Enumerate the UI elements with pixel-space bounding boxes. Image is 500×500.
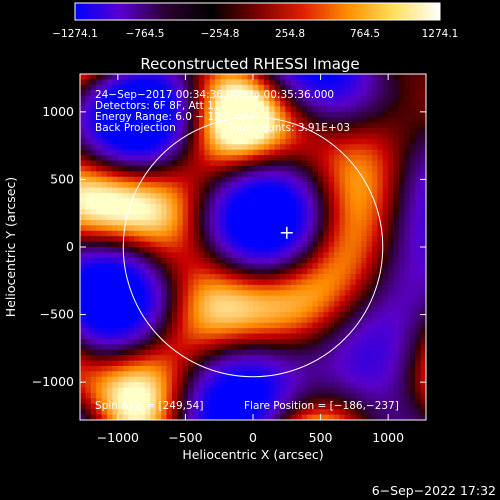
x-tick-label: 1000 — [372, 430, 404, 445]
annotation-method: Back Projection — [95, 122, 176, 134]
x-tick-label: 0 — [249, 430, 257, 445]
colorbar-gradient — [74, 2, 441, 21]
annotation-spin-axis: Spin Axis = [249,54] — [95, 400, 203, 412]
y-tick-label: 0 — [66, 239, 74, 254]
annotation-energy-range: Energy Range: 6.0 − 12.0 keV — [95, 111, 254, 123]
flare-position-marker — [280, 226, 293, 239]
x-tick-label: −500 — [168, 430, 202, 445]
colorbar-tick-label: −764.5 — [126, 28, 165, 40]
x-axis-label: Heliocentric X (arcsec) — [182, 447, 323, 462]
colorbar-tick-label: −1274.1 — [52, 28, 98, 40]
chart-title: Reconstructed RHESSI Image — [140, 55, 359, 73]
annotation-time-range: 24−Sep−2017 00:34:36.000 to 00:35:36.000 — [95, 89, 334, 101]
colorbar: −1274.1 −764.5 −254.8 254.8 764.5 1274.1 — [52, 2, 459, 40]
annotation-flare-position: Flare Position = [−186,−237] — [244, 400, 399, 412]
y-tick-label: 500 — [50, 171, 74, 186]
x-tick-label: 500 — [309, 430, 333, 445]
annotation-block: 24−Sep−2017 00:34:36.000 to 00:35:36.000… — [95, 89, 399, 412]
x-tick-label: −1000 — [97, 430, 139, 445]
timestamp: 6−Sep−2022 17:32 — [372, 483, 496, 498]
plot-area: −1000 −500 0 500 1000 −1000 −500 0 500 1000 — [32, 73, 427, 445]
colorbar-tick-label: 254.8 — [275, 28, 305, 40]
colorbar-tick-label: 764.5 — [350, 28, 380, 40]
annotation-total-counts: Total counts: 3.91E+03 — [227, 122, 350, 134]
solar-limb-circle — [122, 116, 384, 378]
annotation-detectors: Detectors: 6F 8F, Att 1 — [95, 100, 214, 112]
y-axis-label: Heliocentric Y (arcsec) — [3, 177, 18, 317]
colorbar-tick-label: 1274.1 — [422, 28, 459, 40]
heatmap-image — [80, 74, 426, 420]
y-tick-label: −1000 — [32, 374, 74, 389]
y-tick-label: −500 — [40, 307, 74, 322]
colorbar-tick-label: −254.8 — [201, 28, 240, 40]
y-tick-label: 1000 — [42, 104, 74, 119]
